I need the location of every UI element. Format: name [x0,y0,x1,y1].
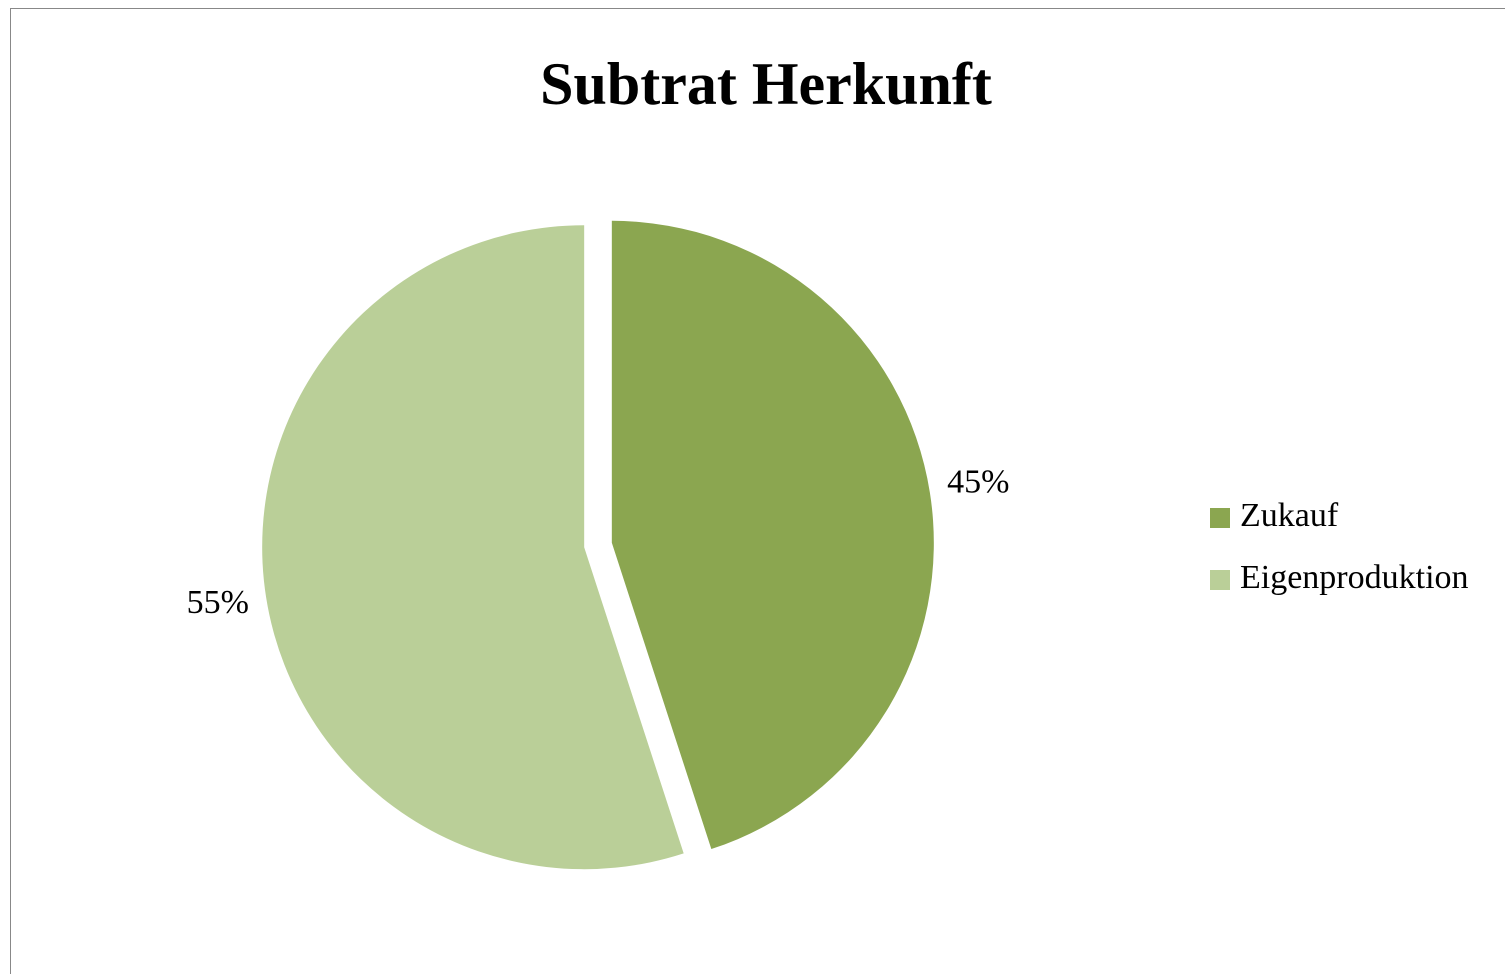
data-label: 55% [187,584,249,621]
data-label: 45% [947,464,1009,501]
legend-swatch [1210,508,1230,528]
chart-title: Subtrat Herkunft [540,51,992,117]
legend-label: Zukauf [1240,497,1339,534]
pie-slice [262,225,684,870]
legend-swatch [1210,570,1230,590]
pie-slice [611,220,934,850]
legend-label: Eigenproduktion [1240,559,1469,596]
